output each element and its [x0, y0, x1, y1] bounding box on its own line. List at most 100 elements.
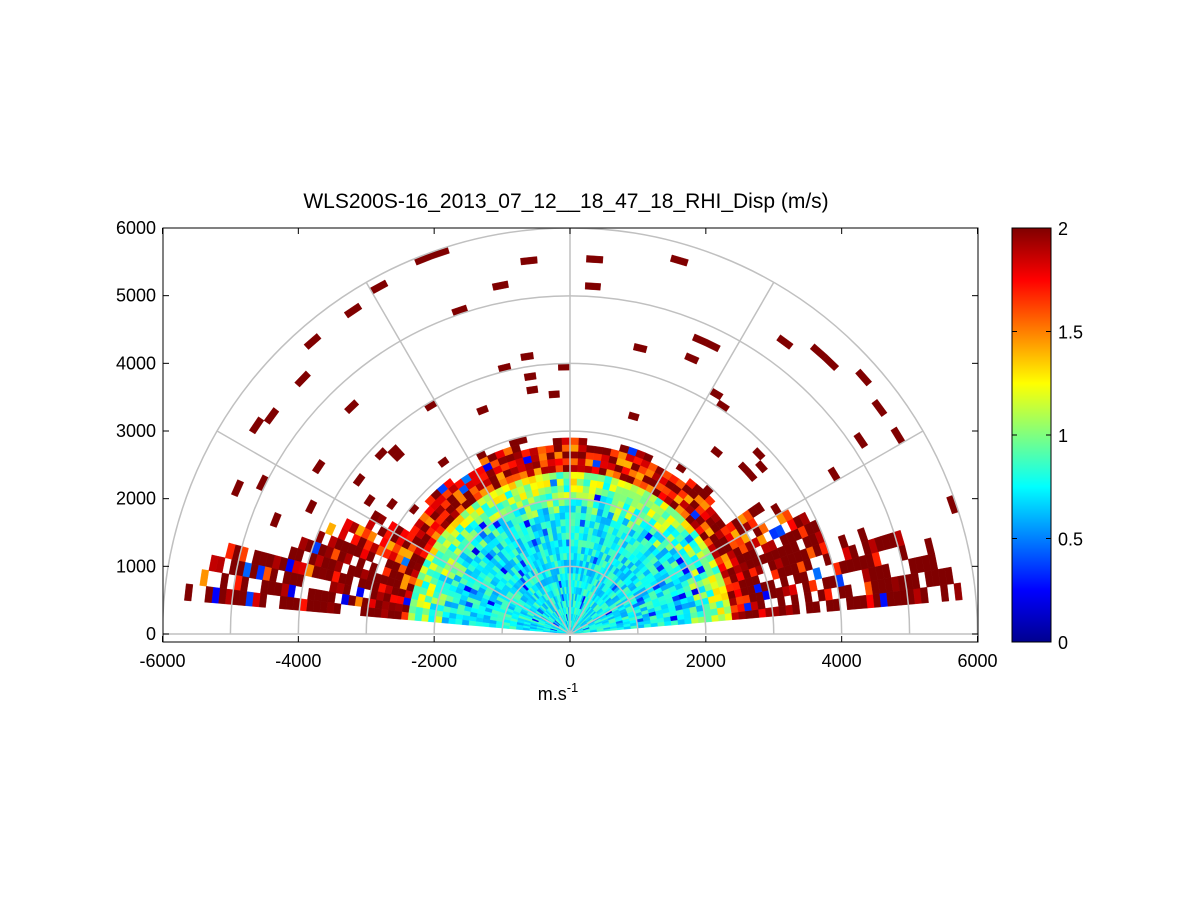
data-cell: [919, 586, 929, 604]
colorbar-tick-label: 2: [1058, 219, 1068, 239]
x-axis: -6000 -4000 -2000 0 2000 4000 6000: [139, 228, 998, 671]
data-cell: [305, 499, 318, 515]
data-cell: [550, 485, 558, 494]
data-cell: [343, 302, 363, 319]
data-cell: [578, 532, 584, 541]
data-cell: [204, 586, 214, 603]
data-cell: [853, 431, 869, 449]
data-cell: [758, 608, 767, 618]
data-cell: [716, 606, 726, 615]
data-cell: [812, 567, 823, 581]
data-cell: [557, 363, 571, 371]
data-cell: [437, 456, 450, 468]
data-cell: [573, 539, 579, 547]
data-cell: [574, 525, 580, 534]
y-tick-label: 3000: [116, 421, 156, 441]
data-cell: [554, 464, 564, 473]
grid-spoke: [365, 282, 571, 635]
y-tick-label: 6000: [116, 218, 156, 238]
data-cell: [586, 255, 604, 264]
data-cell: [710, 445, 724, 459]
data-cell: [559, 512, 566, 520]
data-cell: [278, 595, 288, 610]
grid-spoke: [569, 282, 775, 635]
data-cell: [791, 603, 801, 615]
data-cell: [552, 505, 560, 514]
x-tick-label: 0: [565, 651, 575, 671]
polar-grid: [163, 228, 978, 635]
data-cell: [387, 609, 396, 619]
data-cell: [593, 445, 604, 455]
data-cell: [569, 457, 578, 466]
data-cell: [588, 486, 597, 495]
data-cell: [558, 505, 565, 513]
y-axis: 0 1000 2000 3000 4000 5000 6000: [116, 218, 978, 644]
data-cell: [476, 404, 489, 416]
data-cell: [400, 611, 409, 621]
data-cell: [569, 498, 577, 506]
data-cell: [837, 534, 849, 549]
data-cell: [573, 552, 578, 561]
data-cell: [752, 447, 766, 461]
data-cell: [421, 607, 430, 616]
data-cell: [468, 620, 476, 626]
data-cell: [724, 612, 733, 621]
data-cell: [778, 605, 787, 616]
data-cell: [809, 343, 828, 360]
data-cell: [569, 451, 579, 459]
data-cell: [386, 497, 398, 511]
data-cell: [560, 532, 567, 540]
data-cell: [717, 613, 726, 622]
data-cell: [591, 459, 601, 468]
data-cell: [582, 478, 591, 487]
data-cell: [569, 484, 577, 493]
data-cell: [563, 491, 571, 500]
data-cell: [569, 491, 577, 500]
data-cell: [584, 458, 594, 467]
x-tick-label: 6000: [957, 651, 997, 671]
data-cell: [563, 498, 571, 506]
data-cell: [583, 471, 592, 480]
data-cell: [855, 368, 873, 387]
data-cell: [269, 512, 282, 528]
data-cell: [569, 437, 579, 445]
data-cell: [374, 447, 388, 461]
data-cell: [540, 466, 549, 475]
x-tick-label: 2000: [686, 651, 726, 671]
data-cell: [575, 505, 582, 513]
data-cell: [871, 398, 888, 417]
data-cell: [523, 372, 537, 382]
data-cell: [757, 599, 766, 610]
data-cell: [744, 609, 753, 619]
data-cell: [582, 485, 590, 494]
data-cell: [424, 494, 436, 507]
colorbar-tick-label: 1.5: [1058, 323, 1083, 343]
data-cell: [475, 621, 483, 627]
chart-title: WLS200S-16_2013_07_12__18_47_18_RHI_Disp…: [303, 190, 828, 213]
data-cell: [556, 478, 564, 486]
data-cell: [569, 471, 578, 479]
data-cell: [577, 457, 586, 466]
data-cell: [526, 385, 539, 395]
data-cell: [230, 479, 245, 498]
data-cell: [776, 334, 794, 350]
data-cell: [556, 485, 565, 493]
data-cell: [579, 512, 587, 521]
data-cell: [557, 498, 565, 507]
data-cell: [569, 444, 579, 452]
data-cell: [414, 613, 423, 622]
data-cell: [632, 343, 648, 354]
grid-spoke: [569, 430, 924, 635]
data-cell: [441, 611, 450, 619]
data-cell: [618, 444, 630, 454]
colorbar-ticks: 0 0.5 1 1.5 2: [1012, 219, 1083, 653]
data-cell: [373, 608, 382, 618]
data-cell: [585, 506, 593, 515]
y-tick-label: 2000: [116, 489, 156, 509]
data-cell: [590, 472, 599, 481]
data-cell: [561, 451, 571, 459]
data-cell: [572, 559, 577, 567]
data-cell: [553, 444, 563, 453]
data-cell: [401, 604, 410, 614]
